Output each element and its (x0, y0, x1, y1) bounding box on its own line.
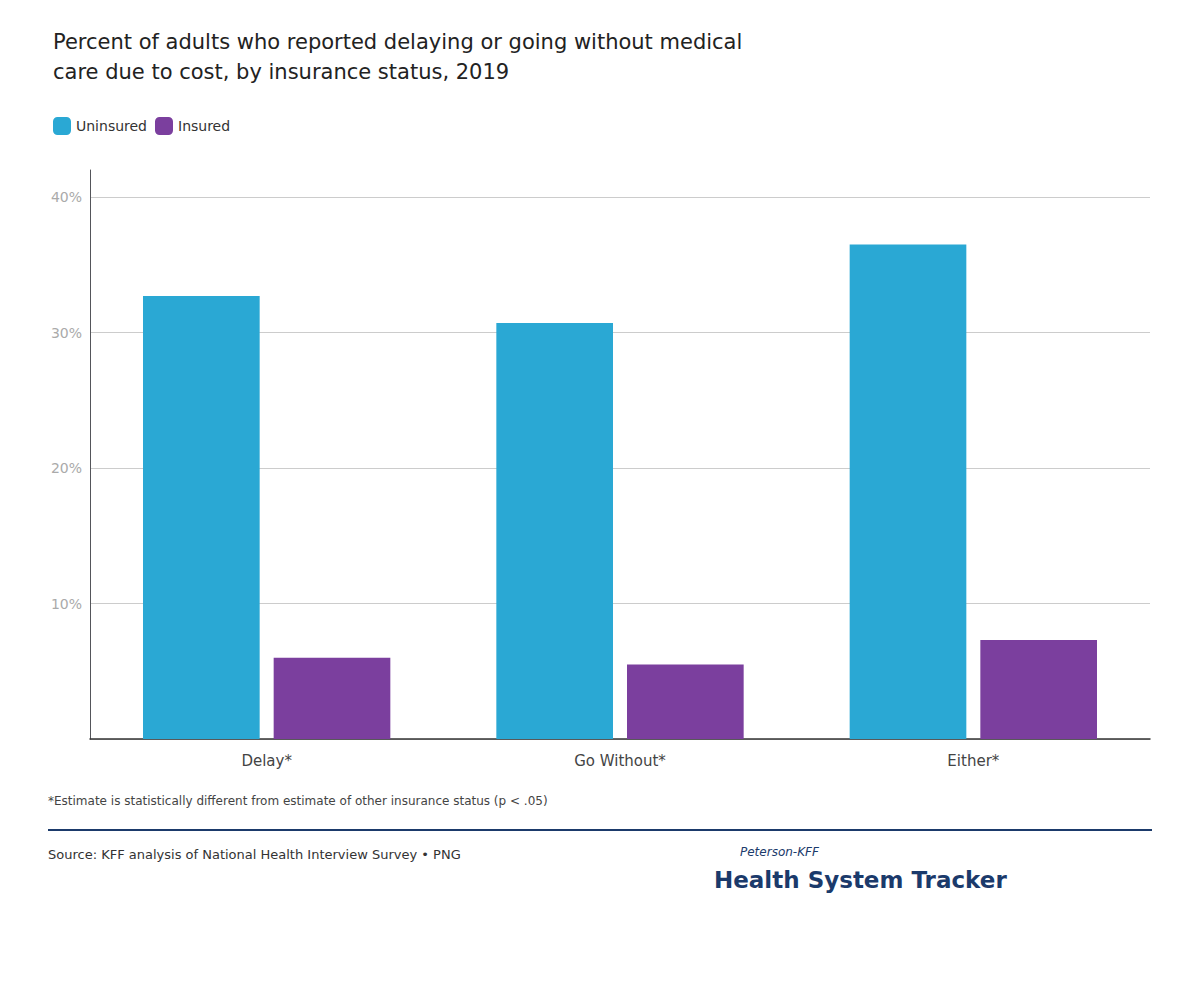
svg-text:care due to cost, by insurance: care due to cost, by insurance status, 2… (53, 60, 509, 84)
svg-text:Delay*: Delay* (241, 752, 292, 770)
svg-text:Go Without*: Go Without* (574, 752, 666, 770)
svg-text:Peterson-KFF: Peterson-KFF (740, 845, 820, 859)
svg-text:Source: KFF analysis of Nation: Source: KFF analysis of National Health … (48, 847, 461, 862)
svg-text:30%: 30% (51, 325, 82, 341)
svg-text:Insured: Insured (178, 118, 230, 134)
svg-text:Health System Tracker: Health System Tracker (714, 867, 1007, 893)
svg-text:10%: 10% (51, 596, 82, 612)
svg-text:20%: 20% (51, 460, 82, 476)
svg-text:Either*: Either* (947, 752, 999, 770)
svg-text:Uninsured: Uninsured (76, 118, 147, 134)
svg-text:40%: 40% (51, 189, 82, 205)
svg-text:*Estimate is statistically dif: *Estimate is statistically different fro… (48, 794, 548, 808)
svg-text:Percent of adults who reported: Percent of adults who reported delaying … (53, 30, 742, 54)
